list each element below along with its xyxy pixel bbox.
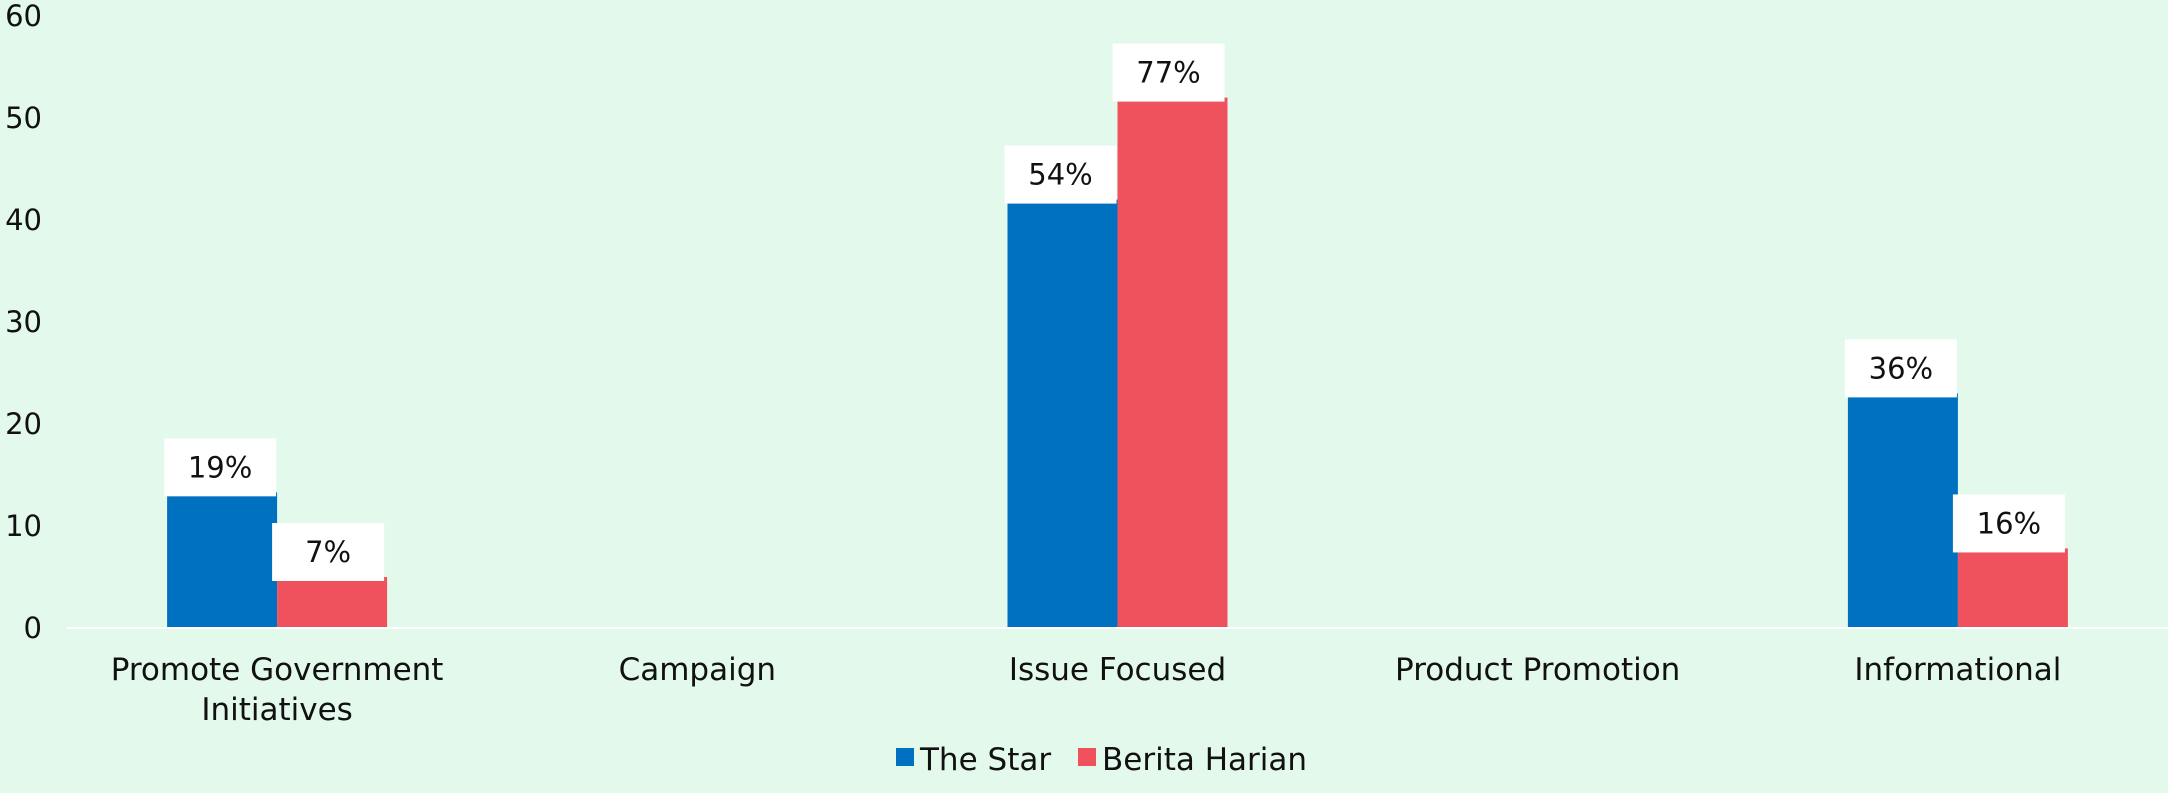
y-tick-label: 10 bbox=[5, 509, 42, 543]
data-label-box bbox=[164, 438, 277, 497]
data-label: 16% bbox=[1977, 506, 2041, 540]
data-labels-group: 19% 7% 54% 77% 36% 16% bbox=[164, 43, 2065, 581]
y-tick-label: 60 bbox=[5, 0, 42, 33]
data-label: 7% bbox=[305, 535, 351, 569]
x-axis: Promote Government Initiatives Campaign Iss… bbox=[111, 652, 2062, 728]
y-tick-label: 50 bbox=[5, 101, 42, 135]
data-label-box bbox=[1844, 339, 1957, 398]
x-category-label: Issue Focused bbox=[1009, 652, 1226, 688]
bars-group bbox=[167, 97, 2068, 629]
y-tick-label: 20 bbox=[5, 407, 42, 441]
bar bbox=[1007, 199, 1118, 628]
bar bbox=[1957, 548, 2068, 628]
y-tick-label: 30 bbox=[5, 305, 42, 339]
x-category-label: Informational bbox=[1854, 652, 2061, 688]
y-tick-label: 0 bbox=[24, 611, 42, 645]
legend-swatch bbox=[896, 748, 914, 766]
bar bbox=[1117, 97, 1228, 629]
data-label-box bbox=[1112, 43, 1225, 102]
legend-label: The Star bbox=[919, 742, 1051, 778]
data-label: 36% bbox=[1869, 351, 1933, 385]
legend-swatch bbox=[1078, 748, 1096, 766]
data-label: 19% bbox=[188, 450, 252, 484]
x-category-label: Product Promotion bbox=[1395, 652, 1680, 688]
bar bbox=[1847, 393, 1958, 628]
data-label-box bbox=[1004, 145, 1117, 204]
legend-label: Berita Harian bbox=[1102, 742, 1307, 778]
data-label-box bbox=[272, 523, 385, 581]
y-axis: 0 10 20 30 40 50 60 bbox=[5, 0, 42, 645]
bar bbox=[167, 492, 278, 628]
legend: The Star Berita Harian bbox=[896, 742, 1307, 778]
data-label: 54% bbox=[1028, 158, 1092, 192]
bar bbox=[277, 577, 388, 628]
x-category-label: Promote Government bbox=[111, 652, 444, 688]
data-label-box bbox=[1952, 494, 2065, 553]
y-tick-label: 40 bbox=[5, 203, 42, 237]
data-label: 77% bbox=[1136, 56, 1200, 90]
x-category-label: Campaign bbox=[619, 652, 776, 688]
x-category-label: Initiatives bbox=[201, 692, 353, 728]
